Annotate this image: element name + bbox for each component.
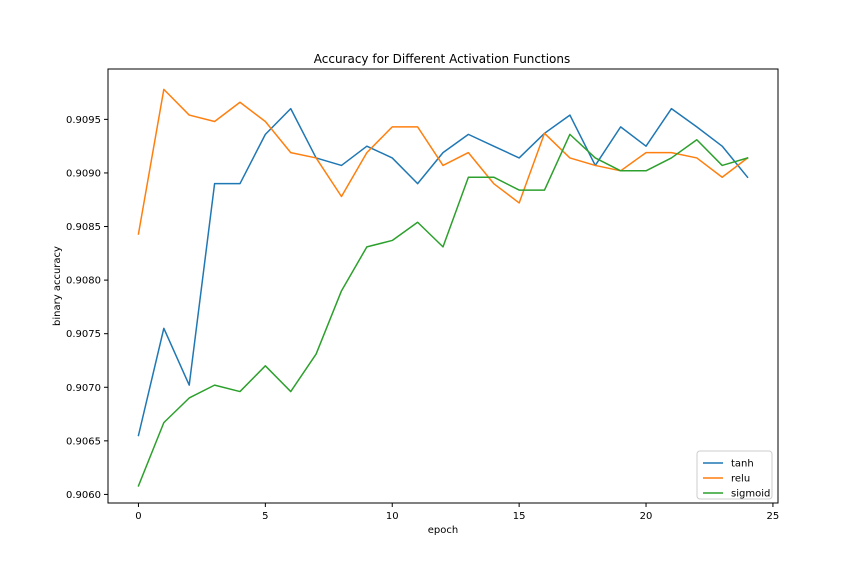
x-tick-label: 0 bbox=[135, 511, 141, 522]
series-line-tanh bbox=[137, 107, 749, 437]
y-tick-label: 0.9060 bbox=[66, 490, 101, 501]
y-tick-label: 0.9075 bbox=[66, 329, 101, 340]
series-layer bbox=[137, 88, 749, 487]
chart-title: Accuracy for Different Activation Functi… bbox=[314, 52, 571, 66]
y-tick-label: 0.9085 bbox=[66, 222, 101, 233]
y-tick-label: 0.9090 bbox=[66, 168, 101, 179]
series-line-sigmoid bbox=[137, 133, 749, 487]
y-tick-label: 0.9095 bbox=[66, 115, 101, 126]
legend: tanh relu sigmoid bbox=[696, 450, 773, 500]
x-axis: 0 5 10 15 20 25 bbox=[135, 503, 779, 522]
y-tick-label: 0.9070 bbox=[66, 383, 101, 394]
x-tick-label: 15 bbox=[513, 511, 526, 522]
legend-label-relu: relu bbox=[731, 474, 750, 485]
x-tick-label: 25 bbox=[767, 511, 780, 522]
series-line-relu bbox=[137, 88, 749, 235]
y-tick-label: 0.9065 bbox=[66, 436, 101, 447]
x-tick-label: 5 bbox=[262, 511, 268, 522]
y-tick-label: 0.9080 bbox=[66, 276, 101, 287]
x-tick-label: 10 bbox=[386, 511, 399, 522]
legend-label-sigmoid: sigmoid bbox=[731, 489, 770, 500]
y-axis: 0.9060 0.9065 0.9070 0.9075 0.9080 0.9085 0.90… bbox=[66, 115, 108, 501]
plot-frame bbox=[107, 68, 779, 504]
legend-label-tanh: tanh bbox=[731, 459, 754, 470]
x-tick-label: 20 bbox=[640, 511, 653, 522]
x-axis-label: epoch bbox=[428, 525, 458, 536]
y-axis-label: binary accuracy bbox=[52, 246, 63, 326]
